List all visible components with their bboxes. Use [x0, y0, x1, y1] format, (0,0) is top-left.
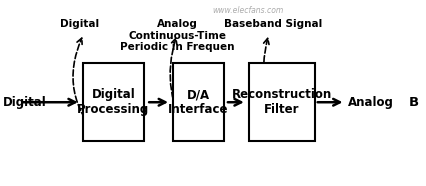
Text: Reconstruction
Filter: Reconstruction Filter: [231, 88, 331, 116]
Text: www.elecfans.com: www.elecfans.com: [211, 6, 282, 15]
Text: Analog
Continuous-Time
Periodic in Frequen: Analog Continuous-Time Periodic in Frequ…: [120, 19, 234, 52]
Text: Digital
Processing: Digital Processing: [77, 88, 149, 116]
Text: Digital: Digital: [3, 96, 46, 109]
Text: Baseband Signal: Baseband Signal: [223, 19, 322, 29]
Text: B: B: [408, 96, 417, 109]
Text: Analog: Analog: [347, 96, 392, 109]
FancyBboxPatch shape: [173, 63, 224, 141]
FancyBboxPatch shape: [248, 63, 314, 141]
Text: Digital: Digital: [60, 19, 99, 29]
FancyBboxPatch shape: [83, 63, 144, 141]
Text: D/A
Interface: D/A Interface: [168, 88, 228, 116]
